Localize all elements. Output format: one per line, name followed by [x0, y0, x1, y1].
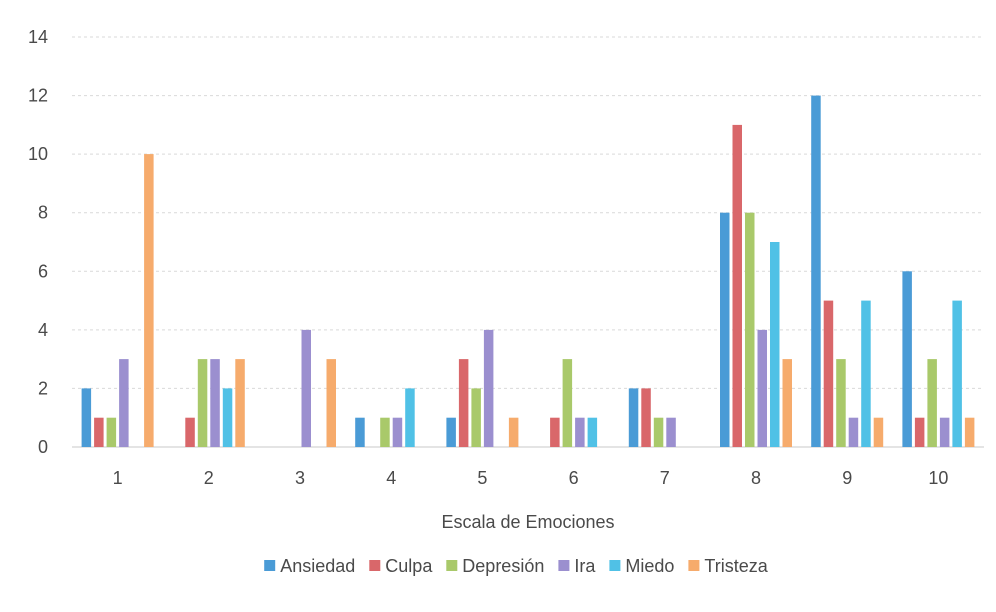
bar-tristeza-2 [235, 359, 245, 447]
bar-culpa-6 [550, 417, 560, 447]
x-tick-label: 4 [386, 468, 396, 488]
y-tick-label: 2 [38, 378, 48, 398]
legend-label: Ansiedad [280, 556, 355, 576]
bar-depresión-7 [653, 417, 664, 447]
legend-label: Miedo [625, 556, 674, 576]
bar-depresión-4 [380, 417, 390, 447]
x-tick-label: 3 [295, 468, 305, 488]
legend-label: Tristeza [704, 556, 768, 576]
legend-swatch-miedo [609, 560, 621, 571]
bar-ansiedad-10 [902, 271, 912, 447]
x-tick-label: 8 [751, 468, 761, 488]
bar-miedo-6 [587, 417, 598, 447]
bar-tristeza-3 [326, 359, 336, 447]
x-tick-label: 10 [928, 468, 948, 488]
bar-culpa-7 [641, 388, 651, 447]
x-tick-label: 1 [113, 468, 123, 488]
bar-culpa-9 [823, 300, 834, 447]
y-axis-ticks: 0 2 4 6 8 10 12 14 [28, 27, 48, 457]
legend: Ansiedad Culpa Depresión Ira Miedo Tristeza [264, 556, 769, 576]
bar-ansiedad-9 [811, 95, 821, 447]
bar-tristeza-9 [873, 417, 884, 447]
bars-layer [81, 95, 975, 448]
bar-miedo-4 [405, 388, 415, 447]
bar-depresión-1 [106, 417, 117, 447]
x-tick-label: 6 [569, 468, 579, 488]
bar-ira-6 [575, 417, 585, 447]
y-tick-label: 10 [28, 144, 48, 164]
bar-culpa-10 [914, 417, 925, 447]
x-tick-label: 2 [204, 468, 214, 488]
bar-culpa-5 [458, 359, 469, 447]
bar-depresión-6 [562, 359, 573, 447]
y-tick-label: 4 [38, 320, 48, 340]
legend-swatch-culpa [369, 560, 381, 571]
bar-tristeza-5 [508, 417, 519, 447]
bar-ira-5 [483, 329, 494, 447]
bar-miedo-2 [222, 388, 233, 447]
bar-miedo-10 [952, 300, 962, 447]
y-tick-label: 12 [28, 86, 48, 106]
bar-depresión-9 [836, 359, 846, 447]
bar-tristeza-10 [964, 417, 975, 447]
bar-ira-4 [392, 417, 403, 447]
legend-swatch-ansiedad [264, 560, 276, 571]
bar-ansiedad-7 [628, 388, 639, 447]
bar-ira-2 [210, 359, 220, 447]
y-tick-label: 0 [38, 437, 48, 457]
legend-label: Ira [574, 556, 596, 576]
bar-ira-8 [757, 329, 767, 447]
legend-label: Culpa [385, 556, 433, 576]
bar-ira-9 [848, 417, 859, 447]
bar-tristeza-8 [782, 359, 792, 447]
bar-miedo-8 [770, 242, 780, 447]
bar-ansiedad-8 [720, 212, 730, 447]
bar-depresión-2 [197, 359, 208, 447]
bar-ira-7 [666, 417, 676, 447]
bar-tristeza-1 [144, 154, 154, 447]
bar-culpa-8 [732, 124, 742, 448]
bar-ira-10 [939, 417, 950, 447]
bar-ansiedad-4 [355, 417, 365, 447]
legend-swatch-tristeza [688, 560, 700, 571]
bar-culpa-2 [185, 417, 195, 447]
legend-swatch-depresión [446, 560, 458, 571]
x-tick-label: 7 [660, 468, 670, 488]
x-axis-ticks: 1 2 3 4 5 6 7 8 9 10 [113, 468, 949, 488]
grid-layer [72, 36, 984, 448]
x-tick-label: 5 [477, 468, 487, 488]
bar-miedo-9 [861, 300, 871, 447]
bar-depresión-10 [927, 359, 937, 447]
bar-culpa-1 [94, 417, 104, 447]
bar-ansiedad-1 [81, 388, 92, 447]
y-tick-label: 14 [28, 27, 48, 47]
y-tick-label: 8 [38, 203, 48, 223]
bar-ansiedad-5 [446, 417, 456, 447]
legend-swatch-ira [558, 560, 570, 571]
y-tick-label: 6 [38, 261, 48, 281]
bar-depresión-8 [745, 212, 755, 447]
x-axis-title: Escala de Emociones [441, 512, 614, 532]
legend-label: Depresión [462, 556, 544, 576]
bar-ira-3 [301, 329, 311, 447]
bar-depresión-5 [471, 388, 481, 447]
bar-ira-1 [119, 359, 129, 447]
x-tick-label: 9 [842, 468, 852, 488]
